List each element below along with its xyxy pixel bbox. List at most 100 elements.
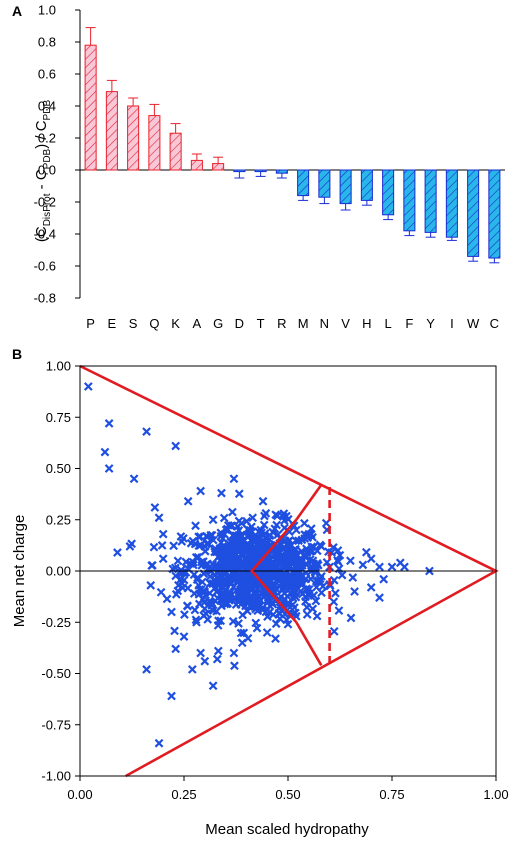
scatter-point bbox=[335, 550, 345, 560]
y-tick-label: 0.8 bbox=[38, 35, 56, 50]
scatter-point bbox=[300, 534, 310, 543]
panel-b-label: B bbox=[12, 346, 22, 362]
scatter-point bbox=[358, 560, 368, 570]
scatter-point bbox=[194, 532, 204, 542]
scatter-point bbox=[104, 419, 114, 428]
scatter-point bbox=[318, 582, 328, 591]
bar-F bbox=[403, 169, 416, 232]
scatter-point bbox=[315, 577, 324, 586]
scatter-point bbox=[200, 542, 210, 552]
scatter-point bbox=[248, 555, 258, 565]
scatter-point bbox=[361, 547, 371, 557]
scatter-point bbox=[205, 578, 215, 588]
scatter-point bbox=[243, 524, 252, 534]
scatter-point bbox=[312, 611, 322, 621]
x-tick-label-M: M bbox=[298, 316, 309, 331]
bar-C bbox=[488, 169, 501, 259]
scatter-point bbox=[156, 587, 166, 597]
scatter-point bbox=[258, 603, 268, 612]
y-tick-label: 1.0 bbox=[38, 3, 56, 18]
y-tick-label: 0.25 bbox=[46, 512, 71, 527]
y-tick-label: 0.6 bbox=[38, 67, 56, 82]
scatter-point bbox=[176, 565, 186, 575]
scatter-point bbox=[315, 540, 325, 550]
scatter-point bbox=[212, 587, 221, 597]
y-tick-label: -1.00 bbox=[41, 769, 71, 784]
panel-a-y-axis-title: (CDisProt - CPDB) / CPDB bbox=[33, 100, 53, 243]
scatter-point bbox=[296, 561, 305, 571]
scatter-point bbox=[208, 579, 218, 588]
scatter-point bbox=[262, 628, 272, 637]
scatter-point bbox=[329, 626, 339, 636]
panel-b-x-ticks: 0.00 0.25 0.50 0.75 1.00 bbox=[67, 776, 509, 802]
scatter-point bbox=[346, 613, 356, 623]
scatter-point bbox=[265, 607, 275, 617]
x-tick-label-T: T bbox=[257, 316, 265, 331]
scatter-point bbox=[229, 474, 239, 484]
x-tick-label-N: N bbox=[320, 316, 329, 331]
scatter-point bbox=[191, 521, 200, 531]
panel-a-error-bars bbox=[85, 27, 500, 264]
x-tick-label: 0.50 bbox=[275, 787, 300, 802]
scatter-point bbox=[297, 571, 306, 580]
panel-b-scatter-chart: B Mean net charge Mean scaled hydropathy… bbox=[11, 346, 509, 838]
scatter-point bbox=[212, 654, 222, 664]
bar-T bbox=[254, 169, 267, 173]
scatter-point bbox=[257, 528, 266, 537]
scatter-point bbox=[329, 543, 338, 552]
scatter-point bbox=[129, 474, 139, 484]
scatter-point bbox=[387, 562, 397, 572]
scatter-point bbox=[146, 580, 156, 590]
scatter-point bbox=[313, 560, 323, 570]
scatter-point bbox=[154, 513, 164, 523]
bar-Y bbox=[424, 169, 437, 233]
scatter-point bbox=[158, 554, 168, 564]
scatter-point bbox=[299, 551, 308, 560]
scatter-point bbox=[284, 536, 293, 546]
bar-M bbox=[297, 169, 310, 197]
scatter-point bbox=[307, 542, 317, 552]
x-tick-label-Y: Y bbox=[426, 316, 435, 331]
x-tick-label-I: I bbox=[450, 316, 454, 331]
scatter-point bbox=[190, 605, 200, 615]
scatter-point bbox=[171, 441, 181, 451]
y-tick-label: 0.75 bbox=[46, 410, 71, 425]
boundary-line-2 bbox=[295, 484, 323, 521]
panel-a-y-axis-title-text: (CDisProt - CPDB) / CPDB bbox=[33, 100, 53, 243]
scatter-point bbox=[258, 496, 268, 506]
scatter-point bbox=[273, 511, 282, 521]
scatter-point bbox=[196, 486, 206, 496]
scatter-point bbox=[337, 570, 347, 580]
scatter-point bbox=[208, 681, 218, 691]
bar-E bbox=[105, 91, 118, 171]
scatter-point bbox=[180, 610, 189, 619]
scatter-point bbox=[299, 518, 309, 528]
scatter-point bbox=[346, 556, 355, 566]
panel-b-x-axis-title: Mean scaled hydropathy bbox=[205, 821, 369, 838]
x-tick-label: 0.25 bbox=[171, 787, 196, 802]
scatter-point bbox=[227, 547, 237, 556]
scatter-point bbox=[241, 547, 250, 557]
scatter-point bbox=[193, 573, 203, 583]
scatter-point bbox=[200, 656, 210, 666]
scatter-point bbox=[171, 644, 181, 654]
scatter-point bbox=[174, 580, 183, 590]
scatter-point bbox=[150, 503, 160, 512]
scatter-point bbox=[311, 567, 321, 577]
scatter-point bbox=[181, 568, 191, 577]
scatter-point bbox=[270, 524, 280, 534]
scatter-point bbox=[233, 571, 243, 580]
scatter-point bbox=[266, 567, 276, 577]
scatter-point bbox=[235, 585, 245, 595]
scatter-point bbox=[251, 604, 260, 614]
x-tick-label: 0.75 bbox=[379, 787, 404, 802]
scatter-point bbox=[167, 607, 176, 617]
scatter-point bbox=[239, 557, 249, 567]
bar-G bbox=[212, 163, 225, 171]
scatter-point bbox=[162, 594, 172, 604]
scatter-point bbox=[171, 589, 181, 599]
scatter-point bbox=[228, 616, 238, 626]
bar-L bbox=[382, 169, 395, 216]
x-tick-label-D: D bbox=[235, 316, 244, 331]
